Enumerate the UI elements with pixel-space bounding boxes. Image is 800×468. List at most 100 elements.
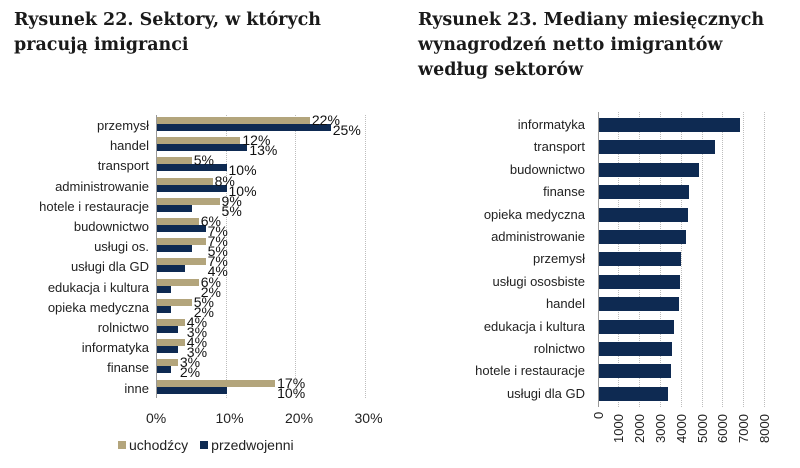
value-label: 22% xyxy=(311,112,340,128)
category-label: usługi dla GD xyxy=(506,385,585,401)
legend-item-uchodzcy: uchodźcy xyxy=(118,437,188,453)
value-label: 7% xyxy=(207,223,228,239)
value-label: 4% xyxy=(186,314,208,330)
value-label: 4% xyxy=(207,263,228,280)
value-label: 3% xyxy=(186,324,208,340)
bar-uchodzcy xyxy=(157,258,206,266)
x-tick-label: 5000 xyxy=(694,414,710,444)
bar-przedwojenni xyxy=(157,305,171,313)
x-tick-label: 1000 xyxy=(611,414,627,444)
wage-bar xyxy=(598,342,673,356)
category-label: budownictwo xyxy=(73,219,149,234)
bar-uchodzcy xyxy=(157,177,213,185)
value-label: 13% xyxy=(249,142,278,159)
wage-bar xyxy=(598,162,700,177)
x-tick-label: 0% xyxy=(146,409,167,426)
wage-bar xyxy=(598,386,669,401)
x-tick-label: 2000 xyxy=(632,414,648,444)
bar-przedwojenni xyxy=(157,124,331,131)
category-label: przemysł xyxy=(96,118,149,133)
x-tick-label: 7000 xyxy=(736,414,752,444)
value-label: 3% xyxy=(179,354,201,371)
value-label: 7% xyxy=(207,233,228,250)
category-label: finanse xyxy=(543,184,585,200)
value-label: 7% xyxy=(207,253,228,270)
x-tick-label: 8000 xyxy=(756,414,772,444)
wage-bar xyxy=(598,319,675,334)
bar-przedwojenni xyxy=(157,265,185,273)
gridline xyxy=(225,115,227,398)
bar-uchodzcy xyxy=(157,298,192,306)
bar-uchodzcy xyxy=(157,197,220,205)
wage-bar xyxy=(598,140,715,155)
wage-bar xyxy=(598,252,681,267)
figure-22-title: Rysunek 22. Sektory, w których pracują i… xyxy=(14,10,321,55)
gridline xyxy=(743,112,745,408)
value-label: 10% xyxy=(228,182,257,199)
bar-przedwojenni xyxy=(157,225,206,232)
gridline xyxy=(763,112,765,408)
value-label: 10% xyxy=(277,384,306,401)
category-label: finanse xyxy=(107,360,149,376)
value-label: 5% xyxy=(193,293,214,310)
category-label: informatyka xyxy=(517,117,585,132)
value-label: 8% xyxy=(214,172,235,189)
gridline xyxy=(680,112,682,408)
figure-23-title: Rysunek 23. Mediany miesięcznych wynagro… xyxy=(418,10,765,80)
category-label: inne xyxy=(124,380,149,396)
wage-bar xyxy=(598,185,689,200)
bar-przedwojenni xyxy=(157,245,192,253)
x-tick-label: 6000 xyxy=(715,414,731,444)
category-label: usługi os. xyxy=(94,239,149,255)
value-label: 10% xyxy=(228,162,257,179)
value-label: 5% xyxy=(221,202,242,219)
bar-uchodzcy xyxy=(157,278,199,286)
category-label: usługi ososbiste xyxy=(492,273,586,289)
category-label: hotele i restauracje xyxy=(475,363,585,379)
gridline xyxy=(597,112,599,408)
x-tick-label: 4000 xyxy=(673,414,689,444)
category-label: hotele i restauracje xyxy=(39,198,149,214)
x-tick-label: 20% xyxy=(285,409,314,426)
category-label: administrowanie xyxy=(491,229,585,244)
category-label: administrowanie xyxy=(55,178,149,194)
bar-przedwojenni xyxy=(157,386,227,394)
wage-bar xyxy=(598,274,680,289)
value-label: 5% xyxy=(193,152,214,169)
wage-bar xyxy=(598,297,679,312)
value-label: 6% xyxy=(200,273,221,290)
value-label: 5% xyxy=(207,243,228,260)
bar-przedwojenni xyxy=(157,366,171,374)
value-label: 2% xyxy=(193,303,214,320)
bar-uchodzcy xyxy=(157,339,185,347)
category-label: rolnictwo xyxy=(533,341,585,356)
value-label: 6% xyxy=(200,213,221,229)
legend-swatch-icon xyxy=(200,441,209,450)
wage-bar xyxy=(598,207,688,222)
x-tick-label: 30% xyxy=(354,409,383,426)
bar-uchodzcy xyxy=(157,218,199,225)
value-label: 25% xyxy=(332,122,361,138)
category-label: edukacja i kultura xyxy=(47,279,149,295)
category-label: transport xyxy=(533,139,585,155)
gridline xyxy=(722,112,724,408)
wage-bar xyxy=(598,364,672,379)
legend-swatch-icon xyxy=(118,441,126,450)
bar-przedwojenni xyxy=(157,204,192,212)
value-label: 12% xyxy=(242,132,271,149)
category-label: handel xyxy=(545,296,585,312)
gridline xyxy=(364,115,366,398)
value-label: 2% xyxy=(179,364,201,381)
bar-uchodzcy xyxy=(157,137,241,145)
chart-legend: uchodźcy przedwojenni xyxy=(118,437,294,453)
category-label: budownictwo xyxy=(509,161,585,177)
bar-uchodzcy xyxy=(157,319,185,326)
bar-przedwojenni xyxy=(157,285,171,293)
value-label: 4% xyxy=(186,334,208,351)
category-label: przemysł xyxy=(532,251,585,267)
legend-item-przedwojenni: przedwojenni xyxy=(200,437,294,453)
x-tick-label: 10% xyxy=(215,409,244,426)
bar-przedwojenni xyxy=(157,144,248,152)
gridline xyxy=(701,112,703,408)
bar-uchodzcy xyxy=(157,157,192,165)
